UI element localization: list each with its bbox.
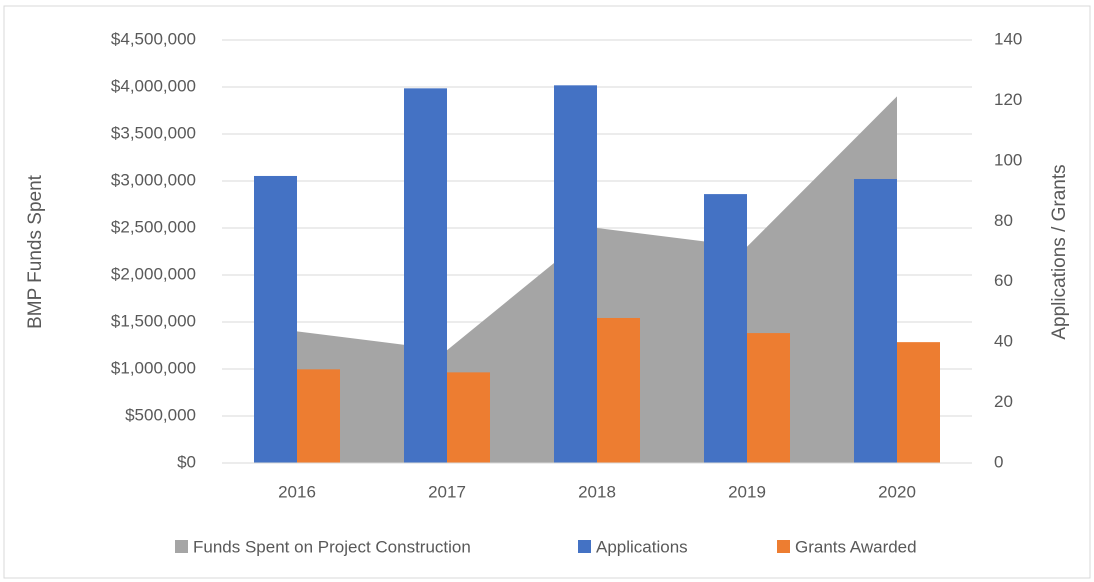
x-tick-label: 2018 <box>578 482 616 501</box>
y-tick-label: $1,000,000 <box>111 358 196 377</box>
legend-label: Funds Spent on Project Construction <box>193 537 471 556</box>
y2-tick-label: 100 <box>994 150 1022 169</box>
bar <box>404 88 447 463</box>
bar <box>747 333 790 463</box>
y2-tick-label: 40 <box>994 332 1013 351</box>
legend-swatch <box>175 540 188 553</box>
x-tick-label: 2016 <box>278 482 316 501</box>
y-tick-label: $4,000,000 <box>111 76 196 95</box>
x-tick-label: 2017 <box>428 482 466 501</box>
y2-tick-label: 60 <box>994 271 1013 290</box>
bar <box>597 317 640 463</box>
x-tick-label: 2020 <box>878 482 916 501</box>
bar <box>297 369 340 463</box>
legend-swatch <box>777 540 790 553</box>
y-tick-label: $500,000 <box>125 405 196 424</box>
legend-label: Grants Awarded <box>795 537 917 556</box>
bar <box>897 342 940 463</box>
legend-swatch <box>578 540 591 553</box>
y-axis-title: BMP Funds Spent <box>25 174 46 329</box>
y-tick-label: $2,000,000 <box>111 264 196 283</box>
x-tick-label: 2019 <box>728 482 766 501</box>
bar <box>554 85 597 464</box>
y-tick-label: $3,000,000 <box>111 170 196 189</box>
chart-frame <box>3 5 1091 579</box>
legend-label: Applications <box>596 537 688 556</box>
y2-tick-label: 120 <box>994 90 1022 109</box>
y-tick-label: $1,500,000 <box>111 311 196 330</box>
y2-tick-label: 140 <box>994 29 1022 48</box>
y-tick-label: $0 <box>177 452 196 471</box>
bar <box>854 178 897 463</box>
y2-tick-label: 0 <box>994 452 1003 471</box>
y-tick-label: $2,500,000 <box>111 217 196 236</box>
y2-tick-label: 80 <box>994 211 1013 230</box>
y2-axis-title: Applications / Grants <box>1049 164 1070 339</box>
bar <box>254 175 297 463</box>
bar <box>447 372 490 463</box>
bar <box>704 194 747 464</box>
y-tick-label: $4,500,000 <box>111 29 196 48</box>
y-tick-label: $3,500,000 <box>111 123 196 142</box>
y2-tick-label: 20 <box>994 392 1013 411</box>
